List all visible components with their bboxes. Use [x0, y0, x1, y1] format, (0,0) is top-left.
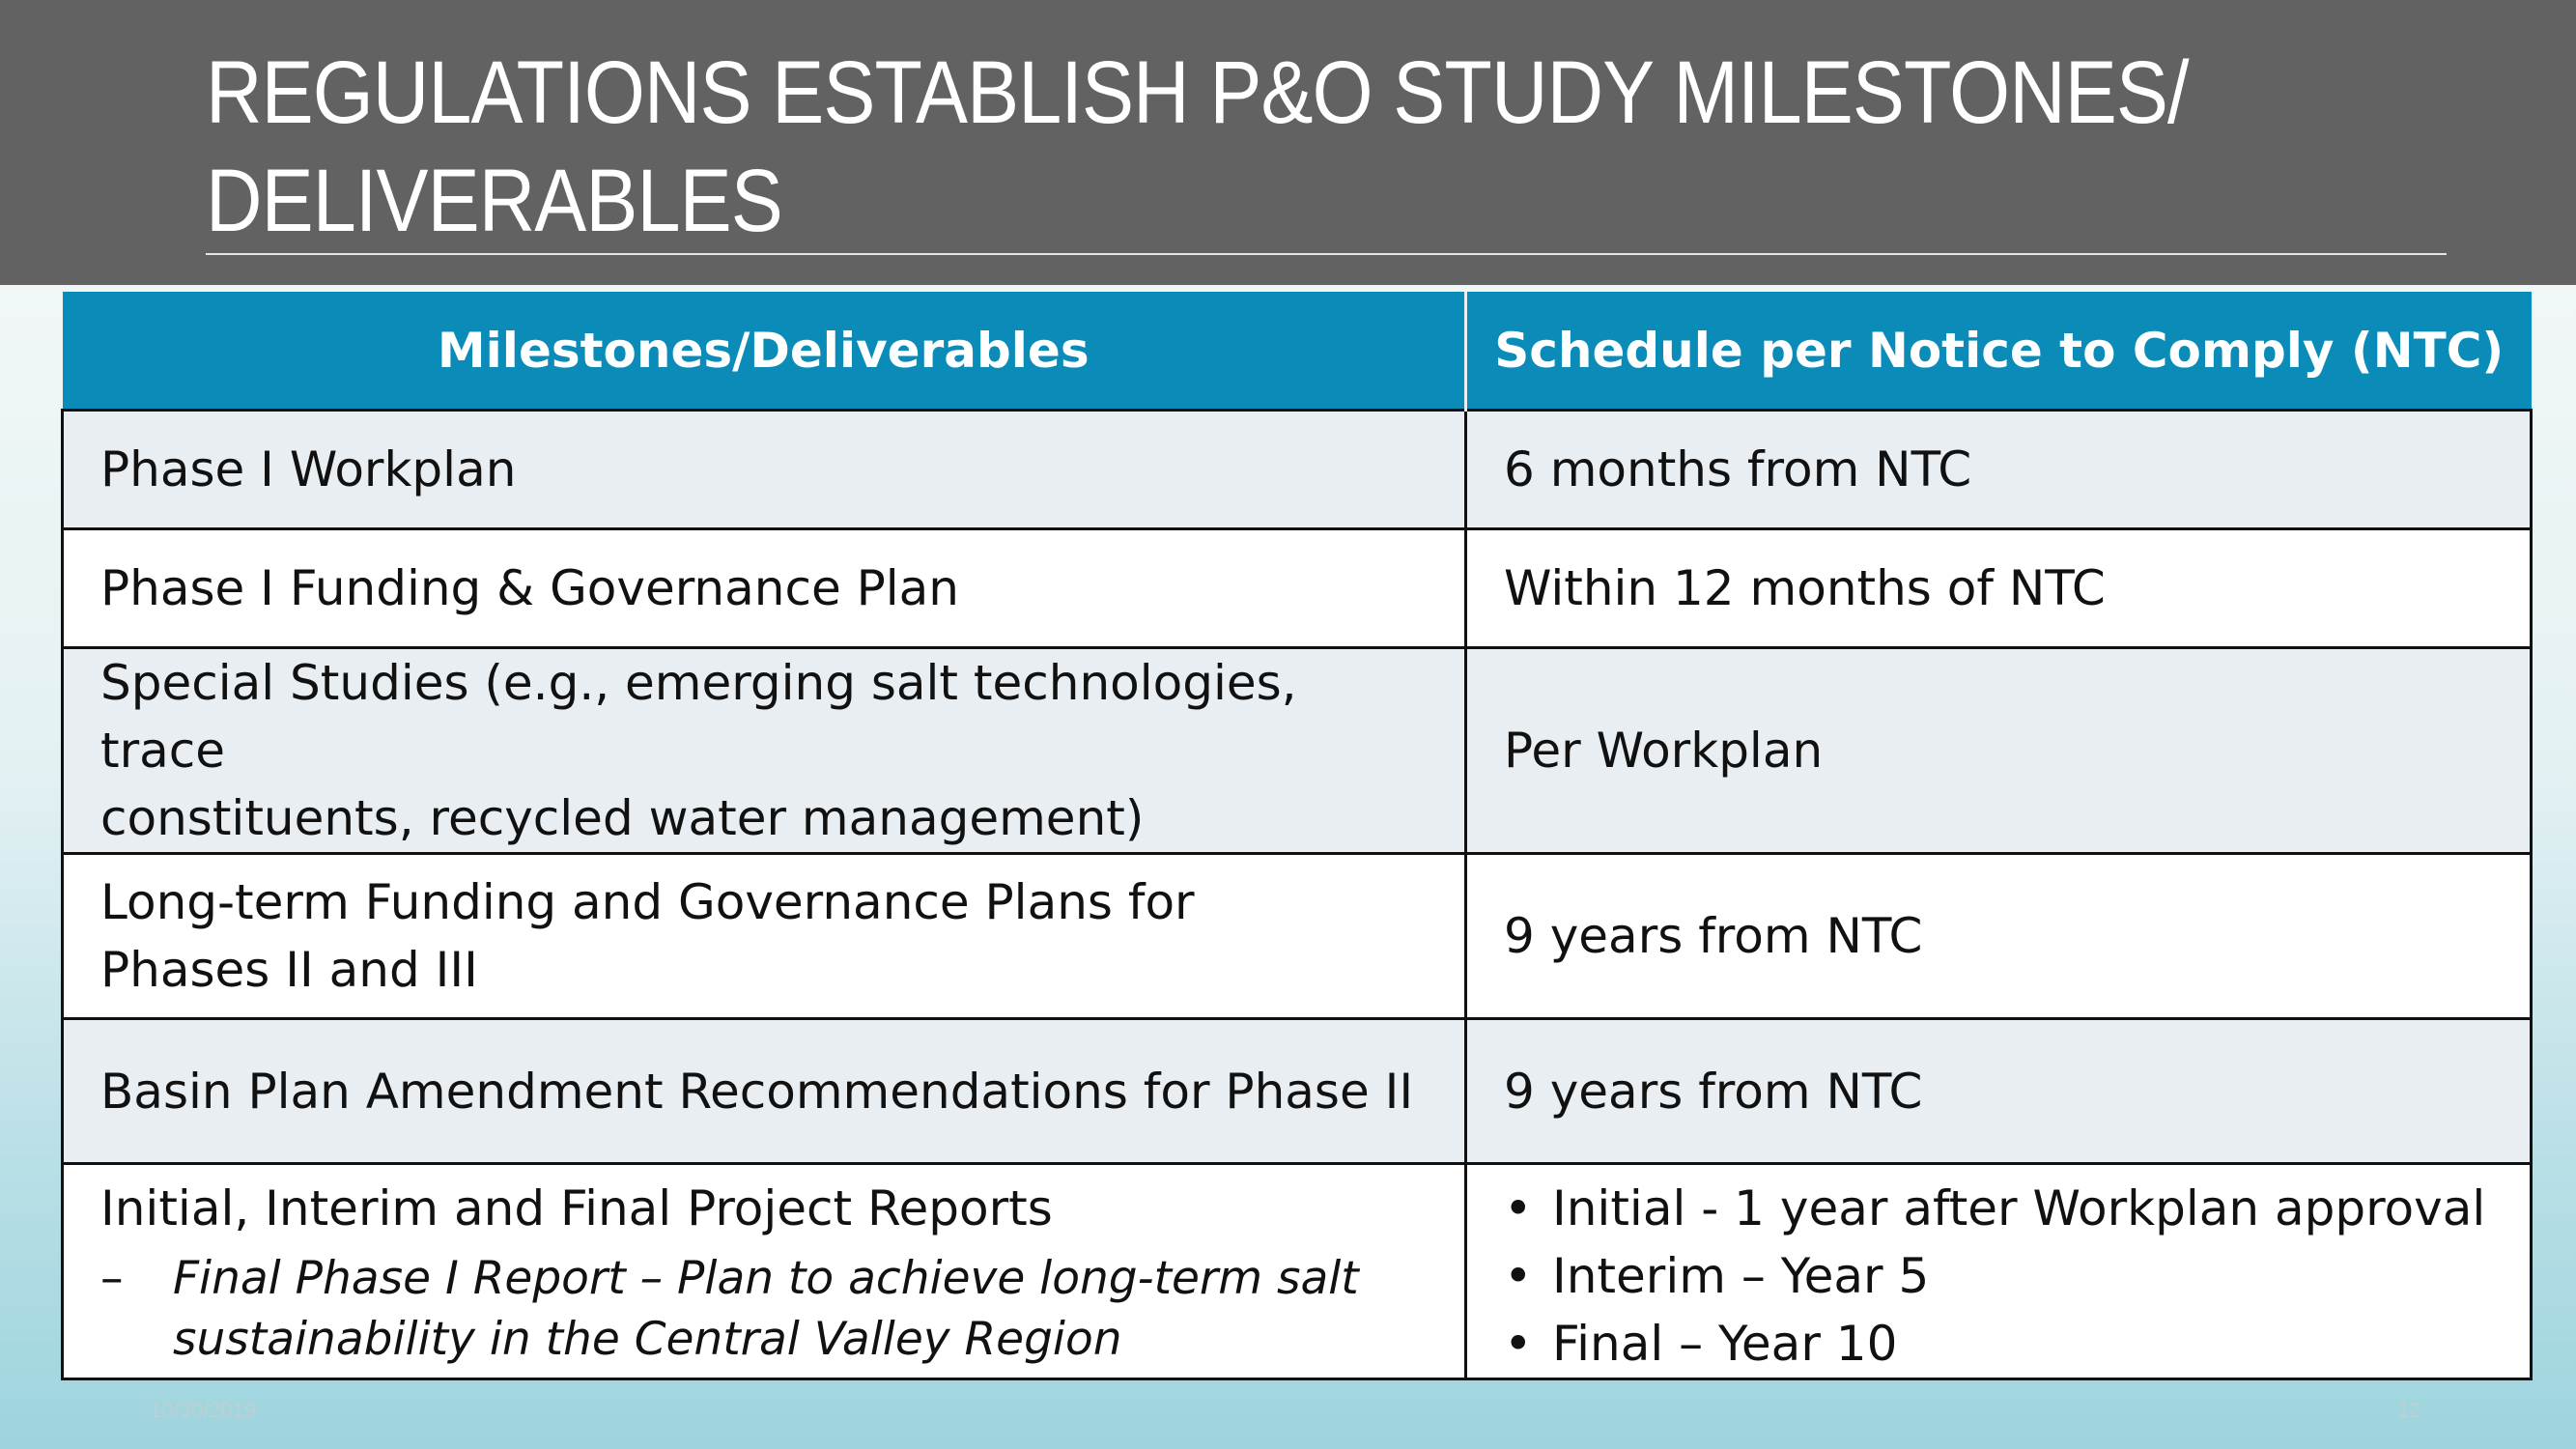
schedule-cell: Per Workplan — [1464, 646, 2533, 855]
table-row: Initial, Interim and Final Project Repor… — [61, 1162, 2533, 1380]
list-item: • Initial - 1 year after Workplan approv… — [1504, 1175, 2493, 1242]
sub-item-line: Final Phase I Report – Plan to achieve l… — [173, 1252, 1359, 1305]
milestone-cell: Initial, Interim and Final Project Repor… — [61, 1162, 1467, 1380]
table-row: Phase I Funding & Governance Plan Within… — [61, 527, 2533, 649]
schedule-cell: 6 months from NTC — [1464, 409, 2533, 530]
bullet-marker: • — [1504, 1248, 1533, 1304]
bullet-marker: • — [1504, 1180, 1533, 1236]
list-item: • Interim – Year 5 — [1504, 1242, 2493, 1310]
milestone-line: constituents, recycled water management) — [100, 790, 1145, 846]
milestone-text: Initial, Interim and Final Project Repor… — [100, 1180, 1053, 1236]
schedule-bullet-list: • Initial - 1 year after Workplan approv… — [1504, 1175, 2493, 1378]
slide-title-line-1: REGULATIONS ESTABLISH P&O STUDY MILESTON… — [206, 43, 2190, 142]
milestone-cell: Phase I Workplan — [61, 409, 1467, 530]
bullet-marker: • — [1504, 1316, 1533, 1372]
slide-title-line-2: DELIVERABLES — [206, 152, 783, 250]
slide-title: REGULATIONS ESTABLISH P&O STUDY MILESTON… — [206, 39, 2190, 255]
sub-item-text: Final Phase I Report – Plan to achieve l… — [173, 1248, 1359, 1370]
title-bar: REGULATIONS ESTABLISH P&O STUDY MILESTON… — [0, 0, 2576, 285]
milestone-line: Phases II and III — [100, 942, 478, 998]
milestones-table: Milestones/Deliverables Schedule per Not… — [61, 292, 2533, 1380]
table-row: Long-term Funding and Governance Plans f… — [61, 852, 2533, 1020]
schedule-cell: • Initial - 1 year after Workplan approv… — [1464, 1162, 2533, 1380]
slide-date: 10/30/2019 — [150, 1398, 257, 1422]
header-milestones: Milestones/Deliverables — [62, 292, 1467, 411]
list-item: • Final – Year 10 — [1504, 1310, 2493, 1378]
title-underline — [206, 253, 2447, 255]
milestone-cell: Special Studies (e.g., emerging salt tec… — [61, 646, 1467, 855]
bullet-text: Initial - 1 year after Workplan approval — [1552, 1180, 2486, 1236]
bullet-text: Interim – Year 5 — [1552, 1248, 1930, 1304]
schedule-cell: 9 years from NTC — [1464, 852, 2533, 1020]
table-row: Phase I Workplan 6 months from NTC — [61, 409, 2533, 530]
slide-page-number: 12 — [2397, 1398, 2421, 1422]
table-header-row: Milestones/Deliverables Schedule per Not… — [62, 292, 2532, 411]
sub-item-line: sustainability in the Central Valley Reg… — [173, 1313, 1122, 1366]
sub-item: – Final Phase I Report – Plan to achieve… — [100, 1248, 1428, 1370]
milestone-line: Special Studies (e.g., emerging salt tec… — [100, 655, 1297, 779]
bullet-text: Final – Year 10 — [1552, 1316, 1898, 1372]
header-schedule: Schedule per Notice to Comply (NTC) — [1465, 292, 2532, 411]
dash-marker: – — [100, 1252, 124, 1305]
milestone-line: Long-term Funding and Governance Plans f… — [100, 874, 1195, 930]
table-row: Basin Plan Amendment Recommendations for… — [61, 1017, 2533, 1165]
milestone-cell: Phase I Funding & Governance Plan — [61, 527, 1467, 649]
milestone-cell: Long-term Funding and Governance Plans f… — [61, 852, 1467, 1020]
schedule-cell: Within 12 months of NTC — [1464, 527, 2533, 649]
milestone-cell: Basin Plan Amendment Recommendations for… — [61, 1017, 1467, 1165]
table-row: Special Studies (e.g., emerging salt tec… — [61, 646, 2533, 855]
schedule-cell: 9 years from NTC — [1464, 1017, 2533, 1165]
